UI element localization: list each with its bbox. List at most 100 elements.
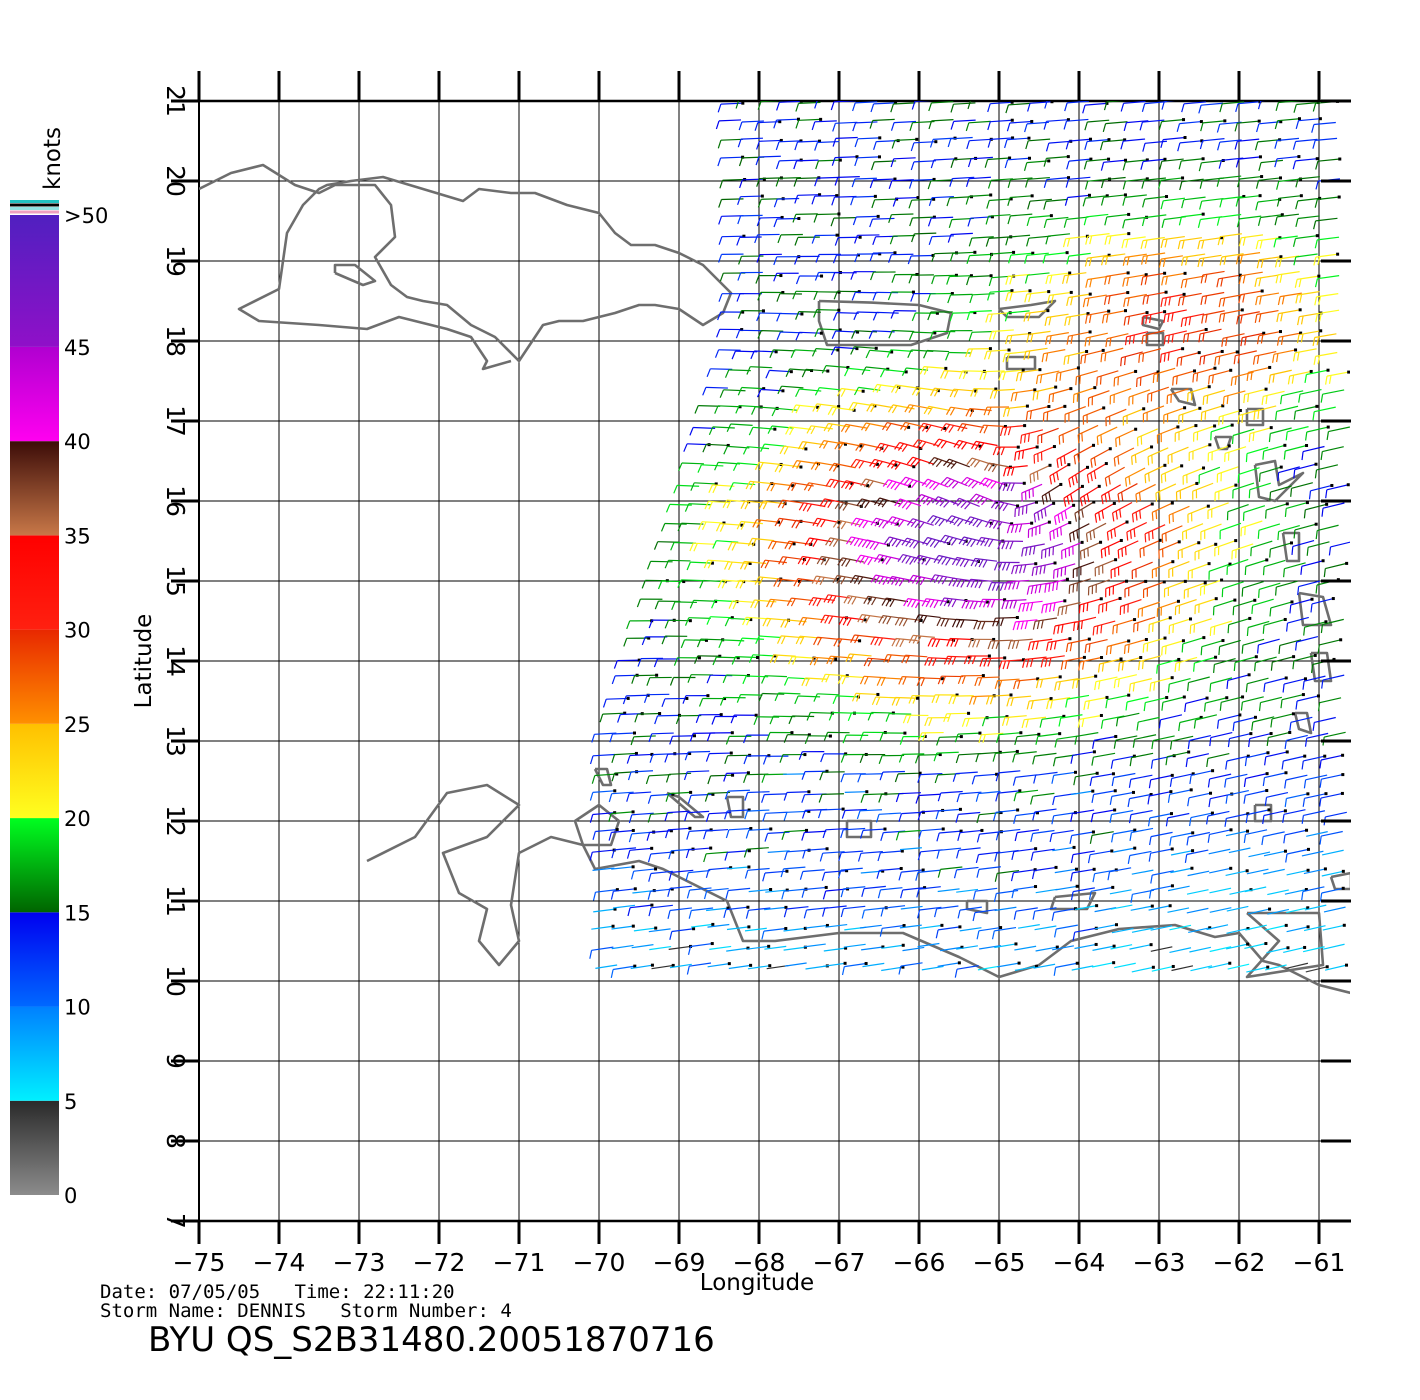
- wind-barb: [646, 560, 673, 570]
- wind-barb: [900, 905, 923, 910]
- wind-barb-feather: [1011, 467, 1015, 476]
- wind-barb-feather: [795, 388, 800, 397]
- wind-barb-feather: [1275, 587, 1277, 596]
- wind-barb: [899, 924, 922, 929]
- wind-barb-feather: [1139, 377, 1142, 386]
- wind-barb: [1209, 946, 1232, 953]
- wind-barb-shaft: [1147, 447, 1169, 458]
- wind-barb: [1114, 962, 1136, 969]
- wind-barb-feather: [870, 574, 877, 583]
- wind-barb-feather: [1193, 624, 1196, 633]
- rain-flag-marker: [800, 312, 804, 316]
- wind-barb-feather: [1232, 606, 1235, 616]
- rain-flag-marker: [968, 655, 972, 659]
- wind-barb: [752, 519, 781, 529]
- wind-barb: [1021, 483, 1043, 502]
- wind-barb-feather: [997, 562, 1003, 571]
- wind-barb-feather: [957, 675, 962, 685]
- wind-barb-feather: [1121, 548, 1124, 557]
- colorbar-band: [10, 629, 59, 724]
- wind-barb-shaft: [592, 812, 615, 816]
- wind-barb-feather: [715, 523, 721, 532]
- wind-barb: [1312, 716, 1336, 731]
- wind-barb-feather: [1117, 678, 1120, 688]
- wind-barb: [946, 330, 973, 339]
- wind-barb-feather: [744, 501, 750, 510]
- wind-barb: [844, 790, 869, 794]
- wind-barb-feather: [1326, 431, 1329, 441]
- wind-barb-shaft: [1298, 330, 1321, 336]
- wind-barb-feather: [1100, 549, 1103, 559]
- wind-barb: [883, 536, 911, 548]
- wind-barb-shaft: [1004, 599, 1027, 602]
- wind-barb-feather: [1054, 739, 1058, 748]
- wind-barb: [856, 498, 884, 509]
- wind-barb-shaft: [1069, 523, 1090, 535]
- wind-barb-feather: [591, 775, 596, 784]
- rain-flag-marker: [859, 444, 863, 448]
- wind-barb: [840, 886, 866, 898]
- wind-barb: [1077, 713, 1103, 728]
- wind-barb-feather: [890, 576, 897, 585]
- wind-barb-feather: [945, 352, 950, 361]
- rain-flag-marker: [880, 558, 884, 562]
- wind-barb-feather: [829, 479, 835, 488]
- wind-barb-feather: [873, 460, 879, 468]
- wind-barb: [610, 964, 637, 979]
- rain-flag-marker: [1142, 407, 1146, 411]
- wind-barb-feather: [1199, 356, 1202, 366]
- wind-barb-shaft: [919, 906, 942, 911]
- rain-flag-marker: [1133, 618, 1137, 622]
- wind-barb-feather: [975, 854, 980, 864]
- wind-barb-feather: [1063, 498, 1067, 507]
- wind-barb: [1261, 390, 1285, 405]
- wind-barb-feather: [1306, 547, 1309, 556]
- wind-barb: [767, 850, 790, 853]
- wind-barb-feather: [1209, 683, 1212, 693]
- wind-barb: [1262, 443, 1287, 460]
- wind-barb-feather: [801, 677, 806, 687]
- wind-barb: [877, 887, 903, 899]
- wind-barb-feather: [832, 519, 839, 528]
- wind-barb-shaft: [1286, 502, 1308, 509]
- wind-barb-feather: [1044, 584, 1047, 593]
- wind-barb: [1034, 925, 1057, 931]
- wind-barb-shaft: [1130, 678, 1152, 685]
- wind-barb-feather: [894, 462, 901, 470]
- wind-barb-shaft: [958, 811, 981, 815]
- wind-barb-feather: [739, 561, 745, 570]
- wind-barb-feather: [840, 908, 844, 918]
- wind-barb: [840, 773, 866, 783]
- wind-barb: [1241, 581, 1264, 597]
- wind-barb-shaft: [1251, 540, 1273, 549]
- wind-barb-feather: [929, 481, 936, 489]
- rain-flag-marker: [637, 658, 641, 662]
- wind-barb: [1243, 789, 1269, 804]
- wind-barb: [641, 636, 668, 646]
- wind-barb-feather: [957, 423, 963, 432]
- wind-barb: [985, 693, 1013, 705]
- wind-barb: [702, 386, 728, 396]
- wind-barb-feather: [613, 660, 618, 669]
- wind-barb-shaft: [1094, 869, 1117, 875]
- wind-barb-feather: [668, 872, 672, 881]
- wind-barb: [1057, 601, 1081, 616]
- wind-barb: [1244, 942, 1268, 949]
- rain-flag-marker: [1108, 447, 1112, 451]
- wind-barb-feather: [1087, 700, 1090, 710]
- wind-barb-feather: [1048, 335, 1052, 345]
- wind-barb: [1149, 676, 1174, 692]
- wind-barb: [823, 946, 848, 952]
- wind-barb-feather: [1296, 352, 1300, 361]
- wind-barb-feather: [789, 427, 795, 436]
- wind-barb-feather: [830, 656, 836, 665]
- wind-barb-feather: [899, 639, 905, 648]
- wind-barb: [761, 773, 787, 783]
- wind-barb-shaft: [1110, 387, 1132, 397]
- wind-barb: [1046, 637, 1072, 651]
- wind-barb-feather: [784, 619, 790, 628]
- wind-barb-shaft: [1047, 332, 1069, 337]
- wind-barb-shaft: [614, 847, 637, 851]
- wind-barb: [1166, 388, 1189, 405]
- wind-barb-shaft: [762, 692, 785, 695]
